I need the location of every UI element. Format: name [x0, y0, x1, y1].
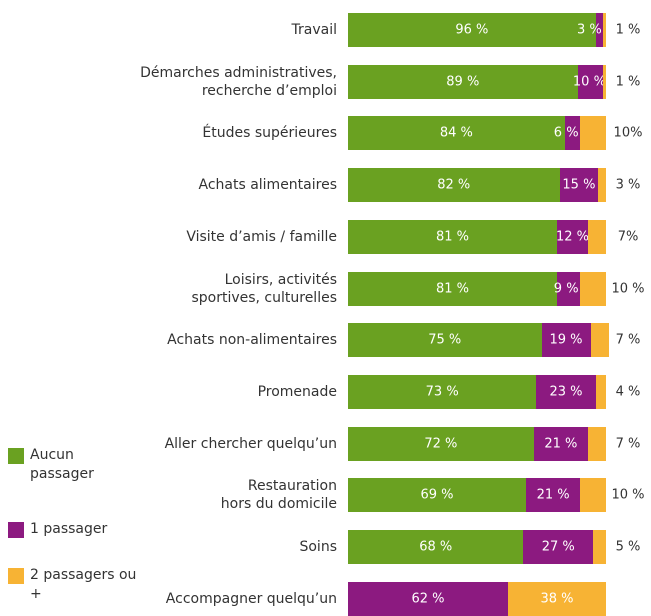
legend-swatch	[8, 448, 24, 464]
category-label: Travail	[291, 22, 337, 38]
value-label: 10 %	[611, 487, 645, 503]
bar-segment	[526, 478, 581, 513]
bar-segment	[523, 530, 594, 564]
legend-label: 2 passagers ou +	[30, 567, 137, 602]
bar-segment	[348, 13, 596, 47]
value-label: 69 %	[420, 487, 454, 503]
bar-segment	[348, 219, 557, 254]
value-label: 23 %	[549, 384, 583, 400]
value-label: 10%	[613, 125, 643, 141]
value-label: 68 %	[419, 539, 453, 555]
bar-segment	[348, 116, 565, 151]
value-label: 4 %	[615, 384, 641, 400]
value-label: 89 %	[446, 74, 480, 90]
value-label: 81 %	[435, 229, 469, 245]
bar-segment	[541, 323, 591, 358]
bar-segment	[564, 116, 581, 151]
value-label: 10 %	[611, 281, 645, 296]
value-label: 38 %	[540, 591, 574, 607]
category-label: Loisirs, activités sportives, culturelle…	[191, 271, 337, 306]
category-label: Accompagner quelqu’un	[165, 590, 337, 607]
value-label: 21 %	[536, 487, 570, 503]
bar-segment	[556, 271, 581, 306]
bar-segment	[348, 271, 557, 306]
bar-segment	[533, 426, 588, 461]
value-label: 19 %	[549, 332, 583, 348]
value-label: 7 %	[615, 332, 641, 348]
bar-segment	[587, 426, 606, 461]
value-label: 21 %	[544, 436, 578, 452]
value-label: 3 %	[615, 177, 641, 193]
bar-segment	[577, 64, 604, 99]
bar-segment	[348, 323, 542, 358]
value-label: 7 %	[615, 436, 641, 452]
value-label: 82 %	[437, 177, 471, 193]
bar-segment	[595, 374, 606, 409]
value-label: 10 %	[572, 74, 606, 90]
value-label: 72 %	[424, 436, 458, 452]
bar-segment	[348, 426, 534, 461]
value-label: 15 %	[562, 177, 596, 193]
category-label: Soins	[299, 539, 337, 555]
category-label: Aller chercher quelqu’un	[164, 435, 337, 452]
bar-segment	[580, 271, 606, 306]
bar-segment	[348, 168, 560, 203]
value-label: 5 %	[615, 539, 641, 555]
value-label: 7%	[617, 229, 639, 245]
bar-segment	[593, 530, 606, 564]
value-label: 1 %	[615, 22, 641, 38]
legend-swatch	[8, 522, 24, 538]
bar-segment	[348, 530, 524, 564]
bar-segment	[590, 323, 609, 358]
value-label: 81 %	[435, 281, 469, 296]
value-label: 73 %	[425, 384, 459, 400]
category-label: Promenade	[257, 383, 337, 400]
value-label: 12 %	[555, 229, 589, 245]
bar-segment	[580, 478, 606, 513]
bar-segment	[603, 13, 606, 47]
bar-segment	[348, 374, 537, 409]
bar-segment	[348, 478, 527, 513]
category-label: Restauration hors du domicile	[220, 478, 337, 513]
value-label: 1 %	[615, 74, 641, 90]
legend-label: 1 passager	[30, 521, 108, 537]
value-label: 75 %	[428, 332, 462, 348]
bar-segment	[595, 13, 604, 47]
bar-segment	[603, 64, 606, 99]
value-label: 96 %	[455, 22, 489, 38]
value-label: 27 %	[541, 539, 575, 555]
category-label: Visite d’amis / famille	[186, 228, 337, 245]
bar-segment	[587, 219, 606, 254]
category-label: Achats alimentaires	[198, 177, 337, 194]
value-label: 62 %	[411, 591, 445, 607]
legend-swatch	[8, 568, 24, 584]
category-label: Démarches administratives, recherche d’e…	[140, 64, 337, 99]
bar-segment	[580, 116, 606, 151]
value-label: 9 %	[553, 281, 579, 296]
bar-segment	[536, 374, 596, 409]
legend-label: Aucun passager	[30, 447, 94, 482]
bar-segment	[348, 64, 578, 99]
bar-segment	[559, 168, 599, 203]
category-label: Achats non-alimentaires	[167, 332, 337, 349]
bar-segment	[598, 168, 606, 203]
value-label: 6 %	[553, 125, 579, 141]
category-label: Études supérieures	[202, 125, 337, 142]
value-label: 84 %	[439, 125, 473, 141]
value-label: 3 %	[577, 22, 602, 38]
bar-segment	[556, 219, 588, 254]
